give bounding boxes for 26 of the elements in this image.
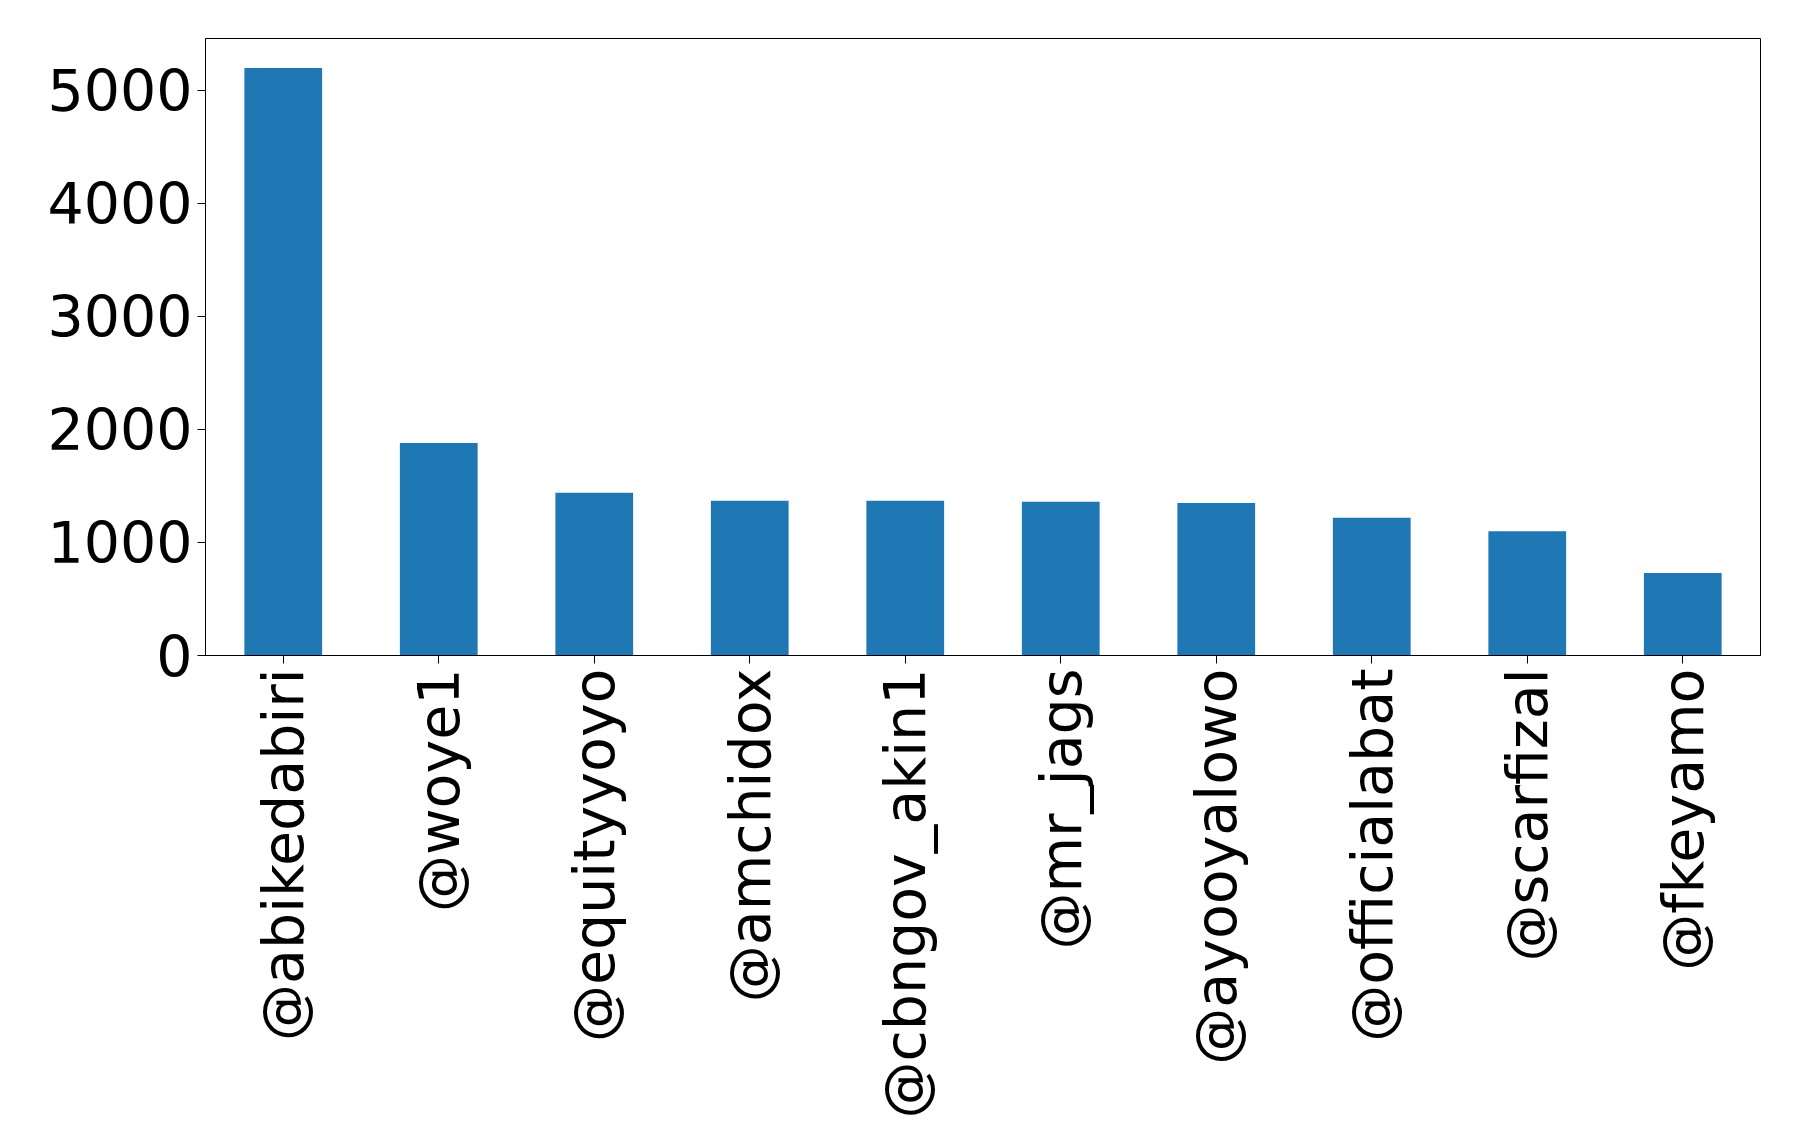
bar <box>1488 531 1567 656</box>
bar <box>555 492 634 656</box>
x-tick-label: @ayooyalowo <box>1183 668 1250 1065</box>
bar <box>1021 501 1100 656</box>
bar <box>1643 573 1722 656</box>
x-tick-label: @mr_jags <box>1027 668 1094 950</box>
y-tick-label: 4000 <box>47 171 193 238</box>
bar <box>244 67 323 656</box>
y-tick-label: 0 <box>156 623 193 690</box>
bar <box>866 500 945 656</box>
bar <box>1332 517 1411 656</box>
y-tick-label: 2000 <box>47 397 193 464</box>
x-tick-label: @abikedabiri <box>250 668 317 1041</box>
x-tick-label: @woye1 <box>405 668 472 913</box>
bar <box>710 500 789 656</box>
bar <box>1177 502 1256 656</box>
x-tick-label: @fkeyamo <box>1649 668 1716 971</box>
x-tick-label: @equityyoyo <box>561 668 628 1043</box>
y-tick-label: 5000 <box>47 58 193 125</box>
x-tick-label: @amchidox <box>716 668 783 1003</box>
y-tick-label: 1000 <box>47 510 193 577</box>
y-tick-label: 3000 <box>47 284 193 351</box>
bar <box>399 443 478 656</box>
x-tick-label: @cbngov_akin1 <box>872 668 939 1119</box>
x-tick-label: @scarfizal <box>1494 668 1561 962</box>
x-tick-label: @officialabat <box>1338 668 1405 1042</box>
